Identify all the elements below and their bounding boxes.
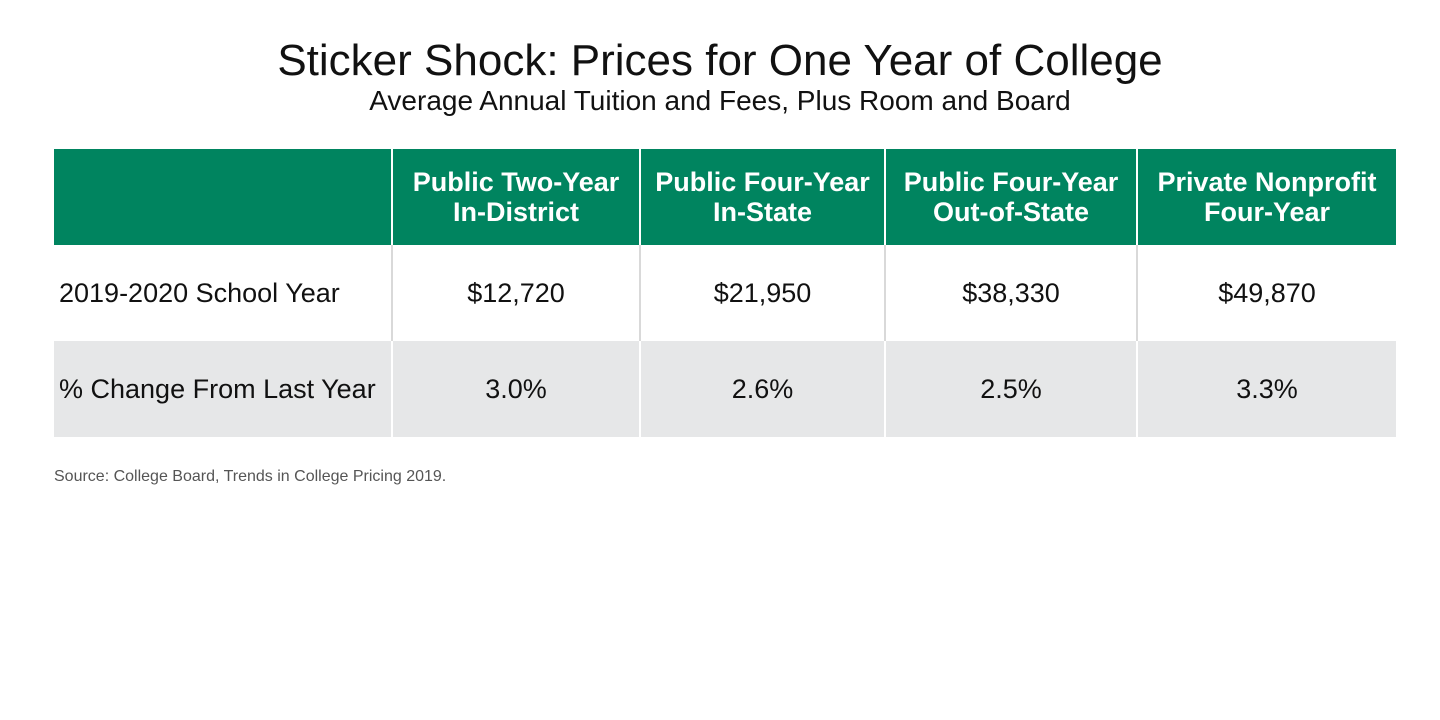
source-note: Source: College Board, Trends in College…	[54, 468, 447, 485]
table-cell: 3.0%	[391, 341, 640, 437]
column-header-line: In-District	[452, 197, 579, 227]
chart-subtitle: Average Annual Tuition and Fees, Plus Ro…	[369, 85, 1071, 116]
corner-cell	[54, 149, 392, 245]
table-cell: $38,330	[884, 245, 1137, 341]
table-row-price: 2019-2020 School Year $12,720 $21,950 $3…	[54, 245, 1396, 341]
table-cell: $12,720	[391, 245, 640, 341]
column-header-line: Public Four-Year	[655, 167, 870, 197]
table-cell: 2.5%	[884, 341, 1137, 437]
chart-title: Sticker Shock: Prices for One Year of Co…	[277, 36, 1163, 85]
row-label: % Change From Last Year	[54, 341, 392, 437]
column-header-line: Four-Year	[1203, 197, 1331, 227]
header-row: Public Two-Year In-District Public Four-…	[54, 149, 1396, 245]
column-header-public-four-year-in-state: Public Four-Year In-State	[639, 149, 885, 245]
column-header-public-two-year: Public Two-Year In-District	[391, 149, 640, 245]
column-header-line: In-State	[712, 197, 812, 227]
column-header-line: Public Two-Year	[412, 167, 620, 197]
column-header-line: Public Four-Year	[903, 167, 1119, 197]
table-cell: 3.3%	[1136, 341, 1396, 437]
table-cell: 2.6%	[639, 341, 885, 437]
table-cell: $49,870	[1136, 245, 1396, 341]
row-label: 2019-2020 School Year	[54, 245, 392, 341]
column-header-line: Private Nonprofit	[1157, 167, 1377, 197]
table-cell: $21,950	[639, 245, 885, 341]
column-header-line: Out-of-State	[933, 197, 1089, 227]
price-table: Public Two-Year In-District Public Four-…	[54, 149, 1396, 437]
column-header-private-nonprofit: Private Nonprofit Four-Year	[1136, 149, 1396, 245]
column-header-public-four-year-out-of-state: Public Four-Year Out-of-State	[884, 149, 1137, 245]
table-row-change: % Change From Last Year 3.0% 2.6% 2.5% 3…	[54, 341, 1396, 437]
